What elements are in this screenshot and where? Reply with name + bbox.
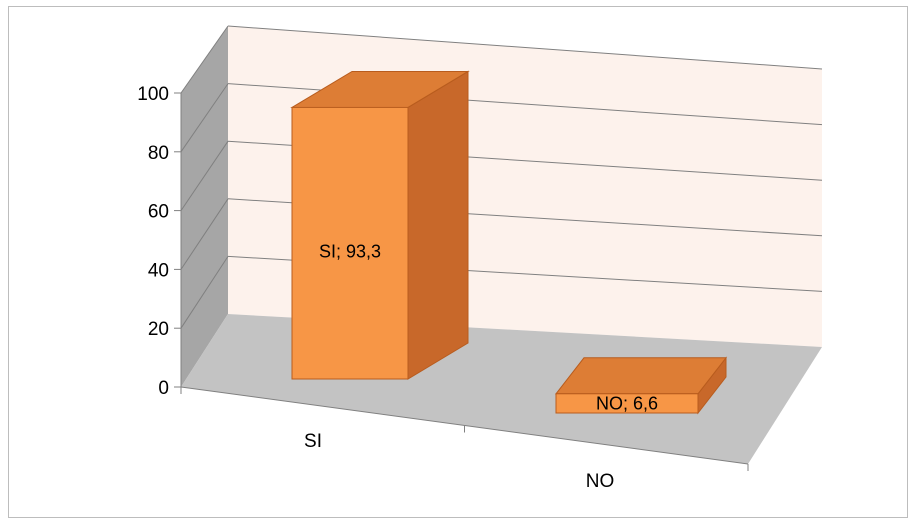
chart-walls [181, 26, 822, 464]
y-tick-label: 100 [137, 84, 169, 105]
bar-front-face [291, 106, 409, 380]
bar-no [554, 356, 728, 415]
axes [174, 92, 749, 471]
y-tick-label: 40 [148, 260, 169, 281]
side-wall [181, 26, 228, 387]
y-tick-label: 20 [148, 319, 169, 340]
gridline-side-60 [180, 140, 229, 211]
bar-front-face [555, 393, 699, 414]
chart-frame: 0 20 40 60 80 100 SI; 93,3 NO; 6,6 SI NO [8, 6, 908, 518]
x-category-label: SI [304, 431, 322, 452]
x-category-label: NO [586, 471, 615, 492]
gridline-side-20 [180, 256, 229, 329]
bar-si [290, 70, 470, 380]
data-label-no: NO; 6,6 [596, 393, 658, 413]
labels: 0 20 40 60 80 100 SI; 93,3 NO; 6,6 SI NO [137, 84, 658, 492]
bar-side-face [407, 70, 469, 380]
data-label-si: SI; 93,3 [319, 241, 381, 261]
y-tick-label: 60 [148, 202, 169, 223]
bar-chart: 0 20 40 60 80 100 SI; 93,3 NO; 6,6 SI NO [137, 25, 823, 492]
gridline-side-40 [180, 198, 229, 270]
gridline-side-80 [180, 83, 229, 153]
bar-top-face [554, 357, 728, 395]
y-tick-label: 80 [148, 143, 169, 164]
gridline-back-100 [227, 25, 823, 70]
gridline-side-100 [180, 25, 229, 94]
y-tick-label: 0 [158, 378, 169, 399]
bars [290, 70, 728, 415]
